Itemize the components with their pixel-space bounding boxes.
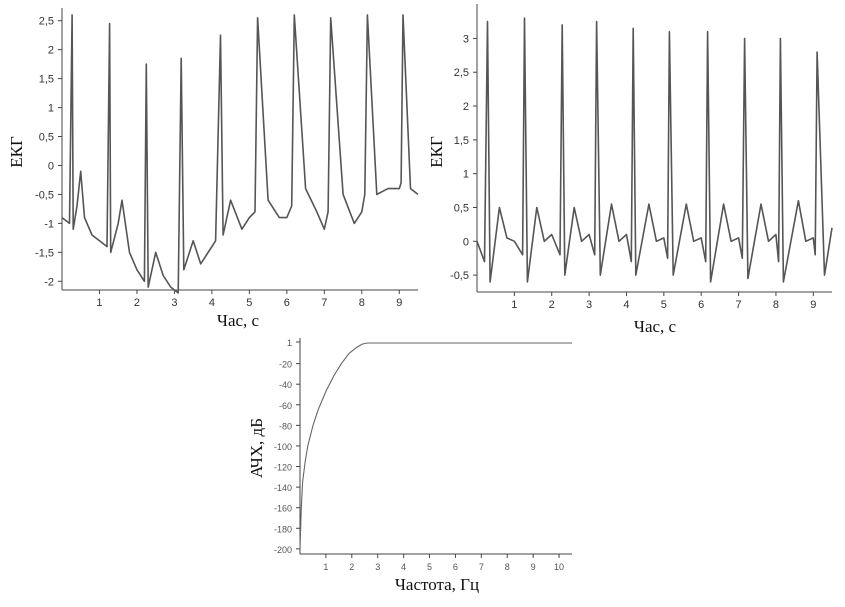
- ecg-raw-x-label: Час, с: [217, 311, 260, 330]
- ecg-raw-y-tick-label: 1,5: [39, 74, 54, 86]
- ecg-filtered-x-tick-label: 8: [773, 299, 779, 311]
- freq-response-y-tick-label: 1: [287, 338, 292, 348]
- ecg-raw-y-tick-label: 2: [48, 45, 54, 57]
- freq-response-x-tick-label: 5: [427, 562, 432, 572]
- freq-response-series-line: [299, 342, 572, 549]
- freq-response-y-tick-label: -180: [274, 524, 292, 534]
- ecg-filtered-svg: 3 2,5 2 1,5 1 0,5 0 -0,5 1 2 3 4 5 6 7 8 9 Час, с ЕКГ: [427, 4, 833, 336]
- freq-response-x-label: Частота, Гц: [395, 575, 479, 594]
- ecg-raw-y-tick-label: 0,5: [39, 132, 54, 144]
- freq-response-x-tick-label: 10: [554, 562, 564, 572]
- ecg-raw-y-tick-label: 2,5: [39, 16, 54, 28]
- ecg-filtered-x-tick-label: 3: [586, 299, 592, 311]
- freq-response-x-tick-label: 2: [349, 562, 354, 572]
- ecg-raw-x-tick-label: 8: [359, 297, 365, 309]
- freq-response-x-tick-label: 6: [453, 562, 458, 572]
- ecg-raw-x-tick-label: 6: [284, 297, 290, 309]
- ecg-filtered-x-tick-label: 4: [623, 299, 629, 311]
- ecg-filtered-y-tick-label: 3: [463, 33, 469, 45]
- ecg-raw-y-tick-label: 1: [48, 103, 54, 115]
- ecg-filtered-x-tick-label: 1: [511, 299, 517, 311]
- freq-response-x-tick-label: 8: [505, 562, 510, 572]
- freq-response-x-tick-label: 1: [323, 562, 328, 572]
- ecg-filtered-x-tick-label: 7: [736, 299, 742, 311]
- ecg-raw-y-tick-label: -2: [44, 276, 54, 288]
- ecg-filtered-y-tick-label: 0: [463, 236, 469, 248]
- ecg-filtered-series-line: [476, 17, 833, 283]
- ecg-raw-x-tick-label: 5: [246, 297, 252, 309]
- ecg-filtered-y-tick-label: 1: [463, 169, 469, 181]
- frequency-response-svg: 1 -20 -40 -60 -80 -100 -120 -140 -160 -180 -200 1 2 3…: [247, 338, 572, 594]
- ecg-raw-x-tick-label: 9: [396, 297, 402, 309]
- freq-response-x-tick-label: 7: [479, 562, 484, 572]
- ecg-raw-y-label: ЕКГ: [7, 136, 26, 168]
- ecg-filtered-y-tick-label: 2: [463, 101, 469, 113]
- freq-response-y-tick-label: -40: [279, 380, 292, 390]
- freq-response-y-tick-label: -20: [279, 360, 292, 370]
- ecg-filtered-x-tick-label: 5: [661, 299, 667, 311]
- ecg-filtered-y-label: ЕКГ: [427, 136, 446, 168]
- ecg-filtered-chart: 3 2,5 2 1,5 1 0,5 0 -0,5 1 2 3 4 5 6 7 8 9 Час, с ЕКГ: [427, 0, 845, 340]
- ecg-raw-x-tick-label: 7: [321, 297, 327, 309]
- ecg-raw-svg: 2,5 2 1,5 1 0,5 0 -0,5 -1 -1,5 -2 1 2 3 4 5 6 7 8 9 Час, с Е…: [7, 8, 419, 330]
- ecg-raw-x-tick-label: 2: [134, 297, 140, 309]
- ecg-raw-y-tick-label: -0,5: [35, 189, 54, 201]
- ecg-raw-y-tick-label: -1: [44, 218, 54, 230]
- ecg-filtered-x-label: Час, с: [634, 317, 677, 336]
- freq-response-x-tick-label: 3: [375, 562, 380, 572]
- ecg-filtered-x-tick-label: 2: [549, 299, 555, 311]
- ecg-raw-series-line: [61, 14, 419, 294]
- ecg-filtered-y-tick-label: -0,5: [450, 270, 469, 282]
- ecg-filtered-y-tick-label: 0,5: [454, 202, 469, 214]
- ecg-filtered-x-tick-label: 9: [810, 299, 816, 311]
- freq-response-y-tick-label: -140: [274, 483, 292, 493]
- ecg-raw-x-tick-label: 3: [171, 297, 177, 309]
- ecg-raw-chart: 2,5 2 1,5 1 0,5 0 -0,5 -1 -1,5 -2 1 2 3 4 5 6 7 8 9 Час, с Е…: [0, 0, 430, 340]
- ecg-filtered-y-tick-label: 2,5: [454, 67, 469, 79]
- freq-response-y-tick-label: -80: [279, 421, 292, 431]
- ecg-filtered-x-tick-label: 6: [698, 299, 704, 311]
- freq-response-y-tick-label: -120: [274, 463, 292, 473]
- freq-response-y-tick-label: -100: [274, 442, 292, 452]
- freq-response-x-tick-label: 9: [531, 562, 536, 572]
- ecg-raw-y-tick-label: 0: [48, 160, 54, 172]
- ecg-filtered-y-tick-label: 1,5: [454, 135, 469, 147]
- freq-response-y-tick-label: -200: [274, 545, 292, 555]
- ecg-raw-x-tick-label: 4: [209, 297, 215, 309]
- ecg-raw-x-tick-label: 1: [96, 297, 102, 309]
- freq-response-y-tick-label: -60: [279, 401, 292, 411]
- freq-response-y-tick-label: -160: [274, 504, 292, 514]
- freq-response-x-tick-label: 4: [401, 562, 406, 572]
- frequency-response-chart: 1 -20 -40 -60 -80 -100 -120 -140 -160 -180 -200 1 2 3…: [240, 330, 600, 602]
- freq-response-y-label: АЧХ, дБ: [247, 418, 266, 478]
- ecg-raw-y-tick-label: -1,5: [35, 247, 54, 259]
